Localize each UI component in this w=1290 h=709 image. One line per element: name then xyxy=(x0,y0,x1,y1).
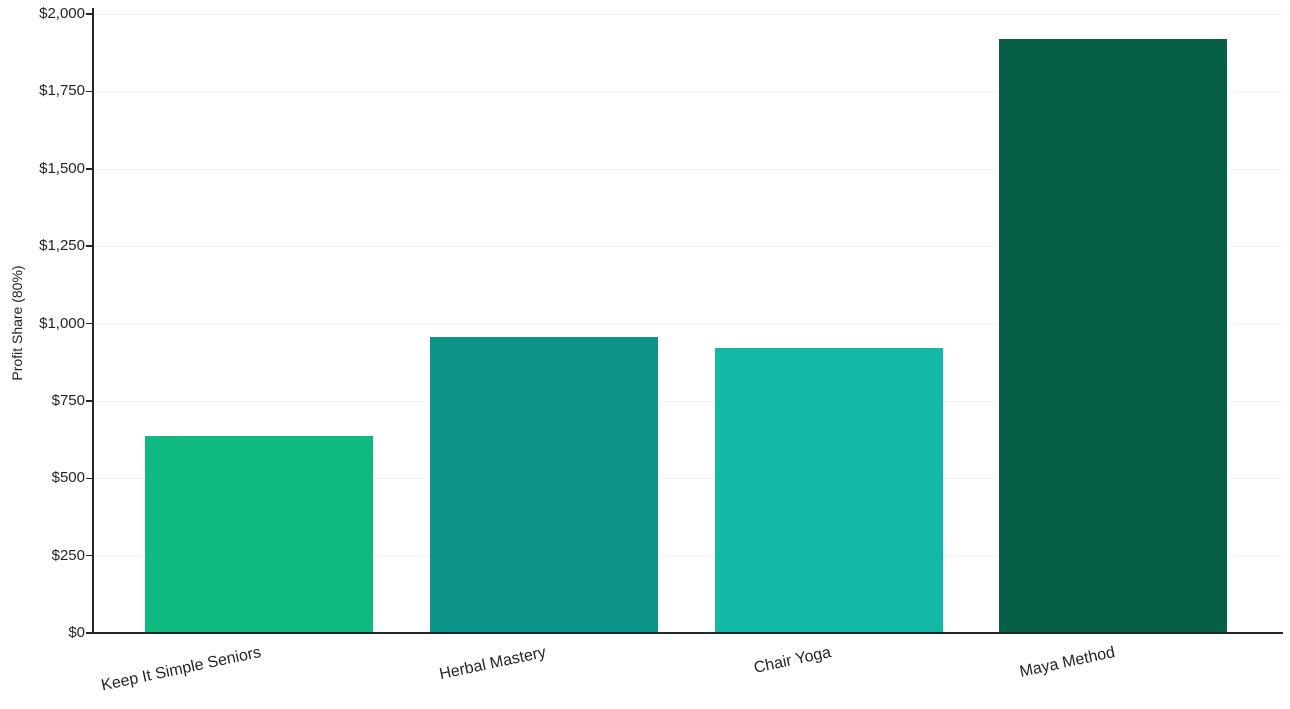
y-tick-label: $250 xyxy=(51,546,85,564)
y-tick-mark xyxy=(86,168,93,170)
x-tick-label: Herbal Mastery xyxy=(437,644,548,684)
gridline xyxy=(93,400,1283,402)
y-tick-mark xyxy=(86,90,93,93)
bar-herbal-mastery[interactable] xyxy=(429,337,658,633)
y-tick-mark xyxy=(86,400,93,402)
gridline xyxy=(93,478,1283,480)
y-tick-label: $1,750 xyxy=(39,82,85,100)
y-tick-label: $1,250 xyxy=(39,237,85,255)
y-tick-label: $750 xyxy=(51,391,85,409)
gridline xyxy=(93,555,1283,557)
y-tick-label: $1,000 xyxy=(39,314,85,332)
plot-area xyxy=(93,14,1283,633)
y-tick-label: $1,500 xyxy=(39,159,85,177)
bar-maya-method[interactable] xyxy=(999,38,1228,633)
gridline xyxy=(93,168,1283,170)
x-tick-label: Chair Yoga xyxy=(751,644,833,677)
x-tick-label: Maya Method xyxy=(1018,644,1117,681)
y-tick-mark xyxy=(86,632,93,634)
gridline xyxy=(93,323,1283,325)
x-axis-line xyxy=(92,632,1283,634)
y-tick-label: $500 xyxy=(51,469,85,487)
y-tick-mark xyxy=(86,554,93,557)
gridline xyxy=(93,246,1283,248)
y-tick-mark xyxy=(86,477,93,479)
bar-chair-yoga[interactable] xyxy=(714,348,943,633)
y-tick-label: $0 xyxy=(68,624,85,641)
y-axis-line xyxy=(92,8,94,634)
gridline xyxy=(93,14,1283,15)
y-tick-mark xyxy=(86,13,93,15)
y-tick-mark xyxy=(86,322,93,325)
bar-keep-it-simple-seniors[interactable] xyxy=(145,436,373,633)
x-tick-label: Keep It Simple Seniors xyxy=(99,644,263,695)
y-tick-label: $2,000 xyxy=(39,5,85,22)
y-tick-mark xyxy=(86,245,93,247)
gridline xyxy=(93,91,1283,93)
